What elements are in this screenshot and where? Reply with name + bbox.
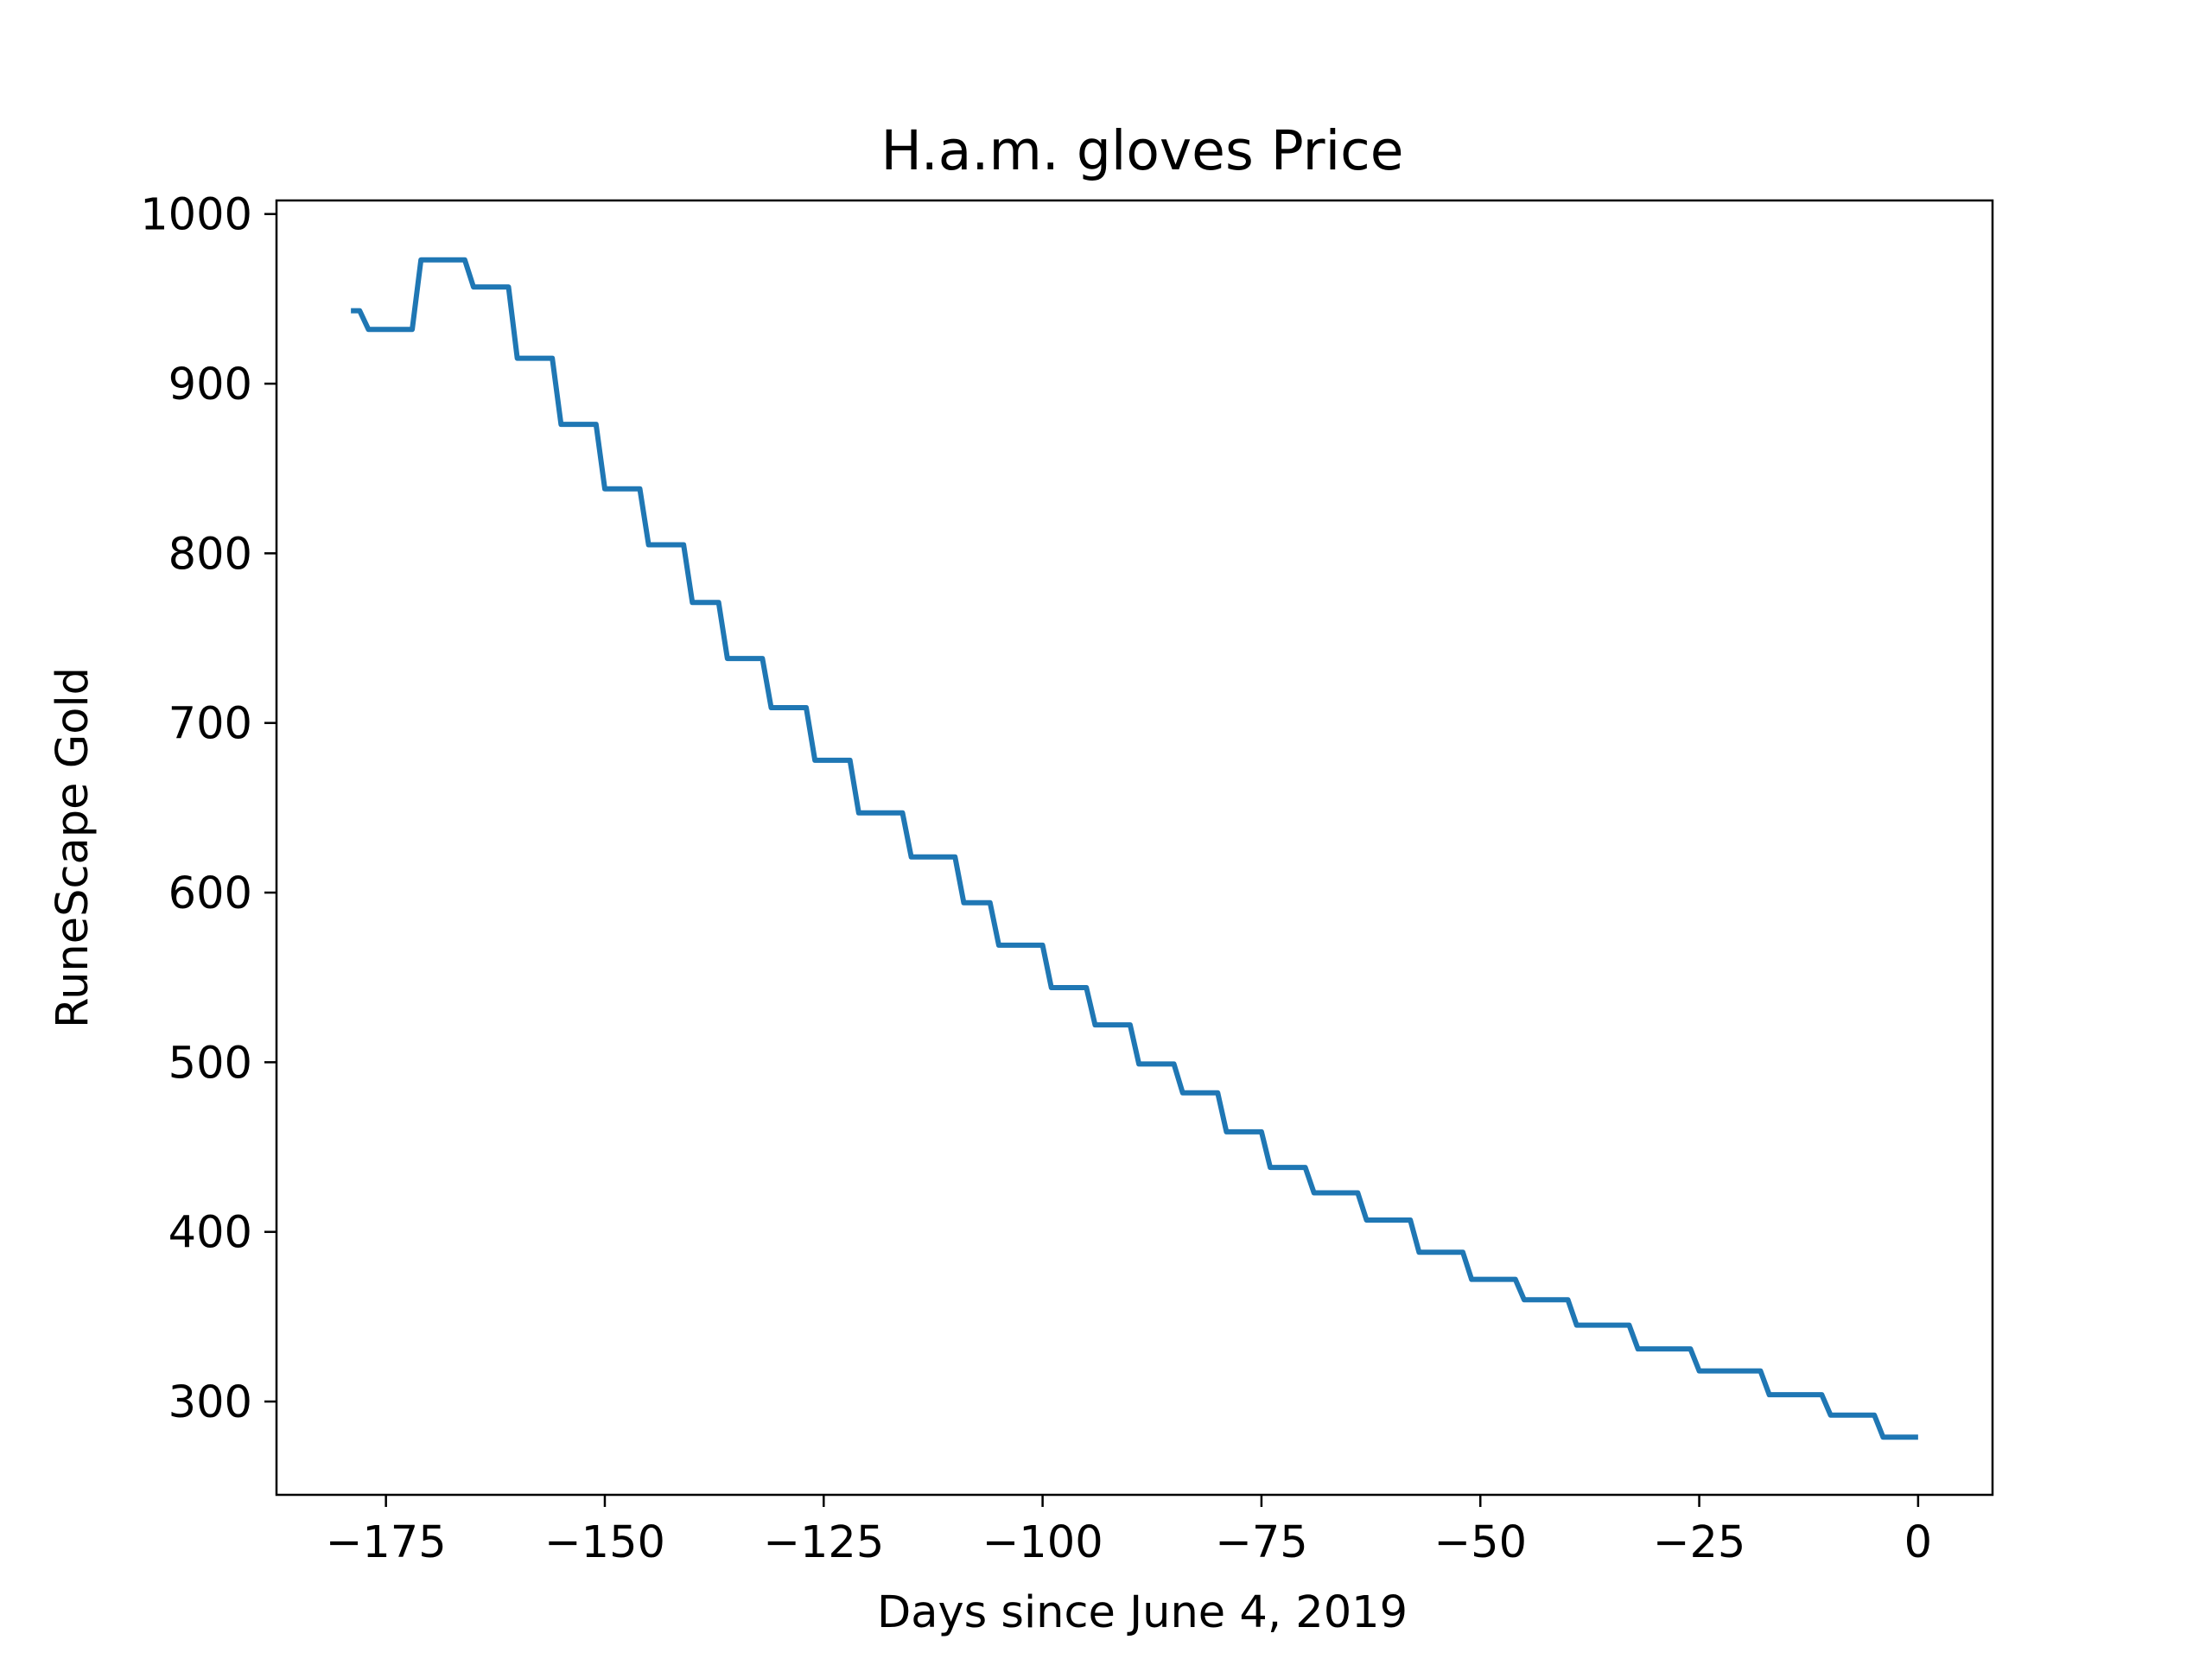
x-axis: −175 −150 −125 −100 −75 −50 −25 0 (326, 1495, 1932, 1568)
x-tick-label: −25 (1653, 1517, 1746, 1568)
y-tick-label: 700 (168, 699, 252, 750)
plot-area (275, 199, 1994, 1497)
x-tick-label: −50 (1433, 1517, 1527, 1568)
y-axis-label: RuneScape Gold (48, 667, 99, 1028)
x-tick-label: −75 (1215, 1517, 1308, 1568)
x-tick-label: −175 (326, 1517, 447, 1568)
series-layer (351, 257, 1918, 1440)
x-tick-label: −150 (544, 1517, 665, 1568)
x-tick-label: 0 (1904, 1517, 1932, 1568)
x-axis-label: Days since June 4, 2019 (877, 1587, 1408, 1638)
x-tick-label: −100 (982, 1517, 1103, 1568)
y-tick-label: 1000 (140, 190, 252, 241)
y-tick-label: 500 (168, 1038, 252, 1089)
chart-title: H.a.m. gloves Price (881, 119, 1404, 182)
y-tick-label: 300 (168, 1377, 252, 1428)
y-axis: 300 400 500 600 700 800 900 1000 (140, 190, 276, 1428)
y-tick-label: 600 (168, 868, 252, 919)
y-tick-label: 800 (168, 529, 252, 580)
x-tick-label: −125 (763, 1517, 884, 1568)
y-tick-label: 400 (168, 1208, 252, 1259)
y-tick-label: 900 (168, 359, 252, 410)
price-series-line (351, 257, 1918, 1440)
plot-frame (275, 199, 1994, 1497)
